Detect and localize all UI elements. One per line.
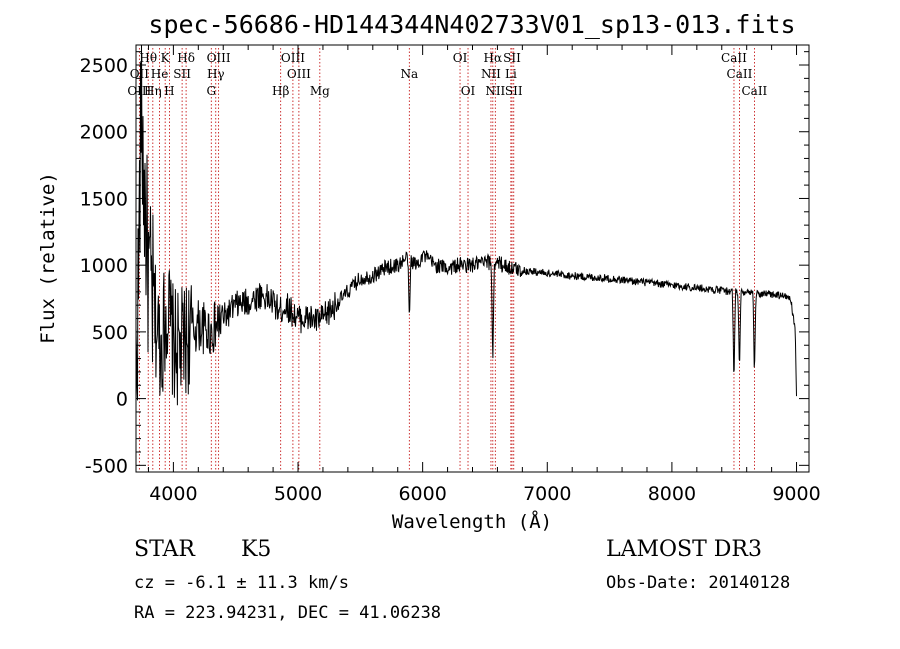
line-marker-label: OIII (281, 51, 305, 65)
chart-title: spec-56686-HD144344N402733V01_sp13-013.f… (148, 10, 795, 39)
line-marker-label: OII (130, 67, 150, 81)
line-marker-label: Na (400, 67, 418, 81)
y-tick-label: 2000 (80, 122, 128, 144)
x-tick-label: 9000 (772, 483, 820, 505)
x-tick-label: 8000 (648, 483, 696, 505)
line-marker-label: NII (485, 84, 505, 98)
line-marker-label: CaII (721, 51, 747, 65)
survey-name: LAMOST DR3 (606, 537, 762, 562)
y-axis-label: Flux (relative) (37, 172, 59, 344)
line-marker-label: Hα (484, 51, 503, 65)
line-marker-label: Hβ (272, 84, 289, 98)
line-marker-label: Hη (144, 84, 162, 98)
line-marker-label: OI (453, 51, 468, 65)
line-marker-label: He (151, 67, 169, 81)
y-tick-label: -500 (85, 455, 128, 477)
y-tick-label: 0 (116, 389, 128, 411)
line-marker-label: NII (481, 67, 501, 81)
x-tick-label: 5000 (274, 483, 322, 505)
line-marker-label: OI (461, 84, 476, 98)
flux-series-line (135, 44, 797, 406)
y-tick-label: 2500 (80, 55, 128, 77)
line-marker-label: Hγ (207, 67, 225, 81)
redshift-readout: cz = -6.1 ± 11.3 km/s (134, 573, 349, 593)
x-axis-label: Wavelength (Å) (392, 510, 552, 533)
y-tick-label: 1500 (80, 188, 128, 210)
line-marker-label: Hδ (177, 51, 195, 65)
line-marker-label: G (206, 84, 216, 98)
object-class: STAR (134, 537, 195, 562)
object-subclass: K5 (241, 537, 272, 562)
observation-date: Obs-Date: 20140128 (606, 573, 791, 593)
line-marker-label: OIII (287, 67, 311, 81)
line-marker-label: K (161, 51, 171, 65)
x-tick-label: 4000 (149, 483, 197, 505)
line-marker-label: SII (503, 51, 521, 65)
y-tick-label: 500 (92, 322, 128, 344)
line-marker-label: OIII (207, 51, 231, 65)
line-marker-label: Hθ (139, 51, 157, 65)
coordinates-readout: RA = 223.94231, DEC = 41.06238 (134, 603, 442, 623)
tick-group: 4000 5000 6000 7000 8000 9000 -500 0 500 1000 1500… (80, 45, 821, 505)
line-marker-label: H (164, 84, 174, 98)
x-tick-label: 7000 (523, 483, 571, 505)
y-tick-label: 1000 (80, 255, 128, 277)
line-marker-label: Mg (310, 84, 330, 98)
line-marker-label: Li (505, 67, 517, 81)
line-marker-label: SII (505, 84, 523, 98)
line-marker-label: CaII (741, 84, 767, 98)
line-marker-label: CaII (727, 67, 753, 81)
line-marker-label: OIII (127, 84, 151, 98)
line-marker-group (138, 48, 755, 470)
x-tick-label: 6000 (398, 483, 446, 505)
line-marker-label: SII (173, 67, 191, 81)
